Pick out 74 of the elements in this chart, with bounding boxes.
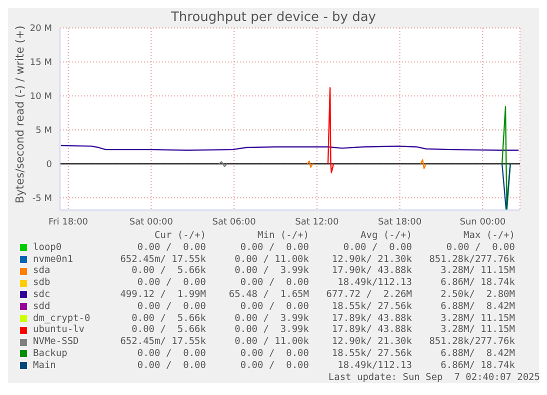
y-tick-label: 15 M (30, 58, 52, 68)
text: 0.00 / 5.66k (130, 265, 206, 278)
y-tick-label: 5 M (36, 126, 52, 136)
text: 0.00 / 3.99k (234, 265, 309, 278)
text: 0.00 / 11.00k (234, 336, 309, 348)
text: 0.00 / 3.99k (234, 324, 309, 336)
y-tick-label: -5 M (32, 194, 52, 204)
text: 6.86M/ 18.74k (440, 277, 515, 289)
text: 3.28M/ 11.15M (440, 265, 515, 278)
text: 17.89k/ 43.88k (330, 324, 412, 336)
text: 652.45m/ 17.55k (120, 336, 206, 348)
legend-label: sdb (33, 277, 52, 289)
text: 0.00 / 0.00 (239, 348, 309, 360)
text: 0.00 / 0.00 (239, 242, 309, 254)
legend-label: ubuntu-lv (33, 324, 86, 336)
text: Min (-/+) (256, 230, 309, 242)
text: Avg (-/+) (360, 230, 412, 242)
x-tick-label: Sun 00:00 (460, 217, 506, 228)
text: 851.28k/277.76k (428, 254, 515, 266)
text: 851.28k/277.76k (428, 336, 515, 348)
x-tick-label: Fri 18:00 (48, 217, 88, 228)
text: Last update: Sun Sep 7 02:40:07 2025 (327, 372, 540, 384)
text: 0.00 / 0.00 (136, 242, 206, 254)
legend-label: loop0 (33, 242, 63, 254)
text: 0.00 / 0.00 (136, 300, 206, 313)
legend-label: sda (33, 265, 52, 278)
text: 677.72 / 2.26M (325, 288, 412, 301)
text: 12.90k/ 21.30k (330, 254, 412, 266)
text: 65.48 / 1.65M (228, 288, 309, 301)
text: 499.12 / 1.99M (120, 288, 206, 301)
legend-label: dm_crypt-0 (33, 312, 92, 324)
text: 0.00 / 0.00 (239, 300, 309, 313)
text: Cur (-/+) (154, 230, 206, 242)
text: 0.00 / 0.00 (445, 242, 515, 254)
text: 0.00 / 0.00 (342, 242, 412, 254)
x-tick-label: Sat 00:00 (129, 217, 174, 228)
text: 18.55k/ 27.56k (330, 348, 412, 360)
legend-label: NVMe-SSD (33, 336, 80, 348)
text: 652.45m/ 17.55k (120, 254, 206, 266)
text: 3.28M/ 11.15M (440, 312, 515, 324)
x-tick-label: Sat 12:00 (295, 217, 339, 228)
text: 2.50k/ 2.80M (440, 288, 515, 301)
text: 18.49k/112.13 (336, 360, 412, 372)
y-tick-label: 10 M (30, 92, 52, 102)
text: 0.00 / 0.00 (136, 277, 206, 289)
x-tick-label: Sat 06:00 (212, 217, 256, 228)
text: 6.86M/ 18.74k (440, 360, 515, 372)
text: 12.90k/ 21.30k (330, 336, 412, 348)
legend-label: Backup (33, 348, 68, 360)
text: 0.00 / 3.99k (234, 312, 309, 324)
text: Max (-/+) (462, 230, 515, 242)
text: 17.90k/ 43.88k (330, 265, 412, 278)
y-tick-label: 0 (46, 160, 52, 170)
text: 0.00 / 0.00 (239, 277, 309, 289)
text: 6.88M/ 8.42M (440, 300, 515, 313)
text: 0.00 / 0.00 (239, 360, 309, 372)
text: 6.88M/ 8.42M (440, 348, 515, 360)
text: 17.89k/ 43.88k (330, 312, 412, 324)
text: 18.49k/112.13 (336, 277, 412, 289)
legend-label: sdc (33, 288, 52, 301)
text: 0.00 / 5.66k (130, 312, 206, 324)
chart-title: Throughput per device - by day (170, 10, 378, 25)
x-tick-label: Sat 18:00 (378, 217, 422, 228)
text: 18.55k/ 27.56k (330, 300, 412, 313)
text: 0.00 / 0.00 (136, 348, 206, 360)
legend-label: sdd (33, 300, 52, 313)
text: 0.00 / 11.00k (234, 254, 309, 266)
text: 0.00 / 5.66k (130, 324, 206, 336)
legend-label: nvme0n1 (33, 254, 74, 266)
y-tick-label: 20 M (30, 24, 52, 34)
y-axis-title: Bytes/second read (-) / write (+) (14, 24, 26, 206)
text: 0.00 / 0.00 (136, 360, 206, 372)
legend-label: Main (33, 360, 57, 372)
text: 3.28M/ 11.15M (440, 324, 515, 336)
